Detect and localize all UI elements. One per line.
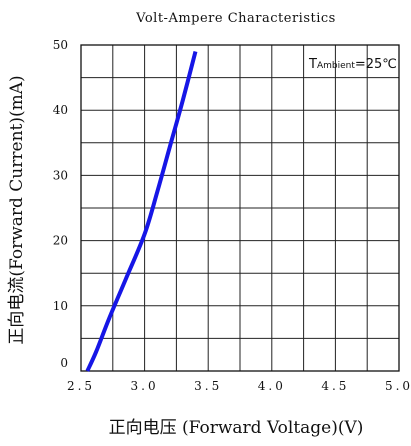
x-tick-label: 4.5 (321, 379, 349, 393)
series-layer (85, 51, 198, 372)
x-axis-label: 正向电压 (Forward Voltage)(V) (109, 418, 364, 438)
y-tick-label: 30 (53, 168, 68, 182)
plot-frame (80, 44, 400, 372)
x-tick-label: 3.5 (194, 379, 222, 393)
grid (80, 44, 400, 372)
x-tick-label: 2.5 (67, 379, 95, 393)
chart-title: Volt-Ampere Characteristics (135, 11, 336, 26)
y-tick-label: 0 (60, 356, 68, 370)
y-tick-label: 20 (53, 234, 68, 248)
x-tick-label: 3.0 (131, 379, 159, 393)
x-tick-label: 5.0 (385, 379, 411, 393)
x-tick-label: 4.0 (258, 379, 286, 393)
annotation-value: =25℃ (355, 57, 397, 72)
y-tick-labels: 0 10 20 30 40 50 (53, 38, 68, 370)
y-tick-label: 50 (53, 38, 68, 52)
annotation-prefix: T (308, 57, 317, 72)
y-tick-label: 10 (53, 299, 68, 313)
y-tick-label: 40 (53, 103, 68, 117)
series-line (85, 51, 198, 372)
annotation-subscript: Ambient (317, 61, 355, 71)
y-axis-label: 正向电流(Forward Current)(mA) (7, 75, 27, 344)
x-tick-labels: 2.5 3.0 3.5 4.0 4.5 5.0 (67, 379, 411, 393)
ambient-temperature-annotation: TAmbient=25℃ (308, 57, 397, 72)
